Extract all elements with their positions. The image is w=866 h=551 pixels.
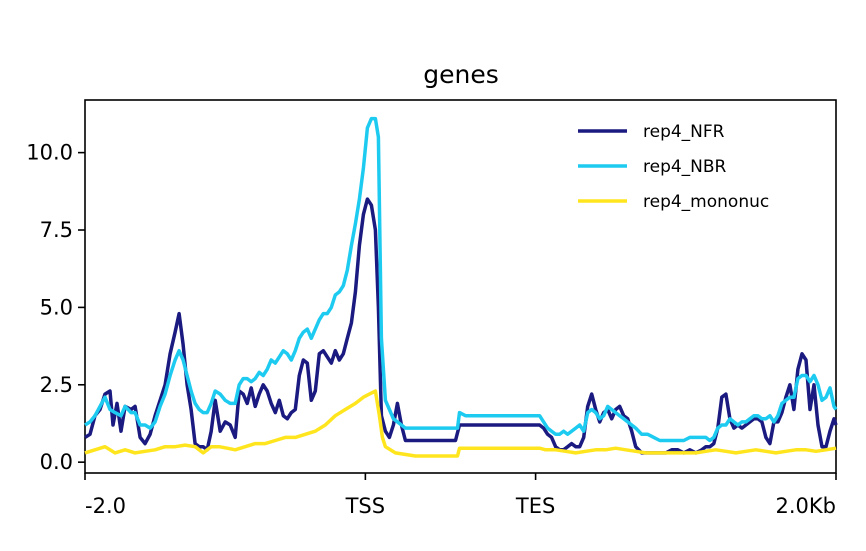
y-axis: 0.0 2.5 5.0 7.5 10.0 [26, 141, 85, 474]
series-line-rep4_NFR [84, 197, 838, 455]
y-tick-label: 0.0 [40, 450, 73, 474]
x-tick-label: -2.0 [85, 494, 126, 518]
y-tick-label: 2.5 [40, 373, 73, 397]
legend-label: rep4_mononuc [643, 192, 769, 212]
y-tick-label: 5.0 [40, 295, 73, 319]
plot-frame [84, 99, 837, 474]
legend-label: rep4_NBR [643, 157, 727, 177]
x-tick-label: TSS [345, 494, 386, 518]
x-tick-label: TES [515, 494, 555, 518]
legend-label: rep4_NFR [643, 122, 725, 142]
x-tick-label: 2.0Kb [776, 494, 837, 518]
series-line-rep4_NBR [84, 116, 838, 443]
series-lines [84, 116, 838, 458]
x-axis: -2.0 TSS TES 2.0Kb [84, 473, 837, 518]
series-line-rep4_mononuc [84, 389, 837, 458]
chart-title: genes [423, 60, 499, 89]
y-tick-label: 7.5 [40, 218, 73, 242]
legend: rep4_NFR rep4_NBR rep4_mononuc [578, 122, 769, 212]
y-tick-label: 10.0 [26, 141, 73, 165]
